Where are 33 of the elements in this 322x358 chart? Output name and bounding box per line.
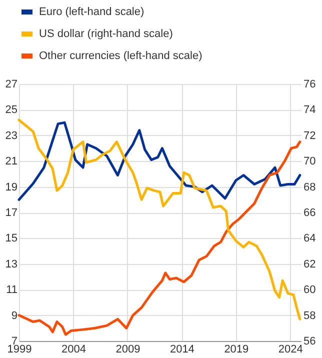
- y-tick-label: 19: [5, 181, 18, 194]
- y-tick-label: 15: [5, 232, 18, 245]
- y2-tick-label: 62: [304, 258, 316, 270]
- legend-label: Other currencies (left-hand scale): [39, 50, 202, 62]
- line-series: [18, 121, 302, 201]
- y-tick-label: 21: [5, 156, 18, 168]
- y-tick-label: 11: [6, 284, 18, 296]
- x-tick-label: 1999: [7, 344, 32, 356]
- y2-tick-label: 72: [304, 130, 316, 142]
- y2-tick-label: 60: [304, 284, 316, 296]
- y2-tick-label: 70: [304, 156, 316, 168]
- y-tick-label: 13: [5, 258, 18, 270]
- x-tick-label: 2024: [278, 344, 303, 356]
- y2-tick-label: 66: [304, 207, 316, 219]
- x-tick-label: 2014: [170, 344, 194, 356]
- legend-label: US dollar (right-hand scale): [39, 28, 173, 40]
- y-tick-label: 17: [5, 207, 18, 219]
- y2-tick-label: 64: [304, 232, 316, 245]
- y-tick-label: 9: [11, 310, 18, 322]
- legend-label: Euro (left-hand scale): [39, 6, 144, 18]
- y2-tick-label: 56: [304, 336, 316, 348]
- y-tick-label: 23: [5, 130, 18, 142]
- x-tick-label: 2009: [116, 344, 140, 356]
- y-tick-label: 27: [5, 78, 18, 90]
- y-tick-label: 25: [5, 104, 18, 116]
- y2-tick-label: 58: [304, 310, 316, 322]
- x-tick-label: 2019: [224, 344, 249, 356]
- y2-tick-label: 74: [304, 104, 316, 116]
- y2-tick-label: 68: [304, 181, 316, 194]
- line-series: [18, 118, 302, 320]
- x-tick-label: 2004: [61, 344, 86, 356]
- line-series: [18, 140, 302, 336]
- y2-tick-label: 76: [304, 78, 316, 90]
